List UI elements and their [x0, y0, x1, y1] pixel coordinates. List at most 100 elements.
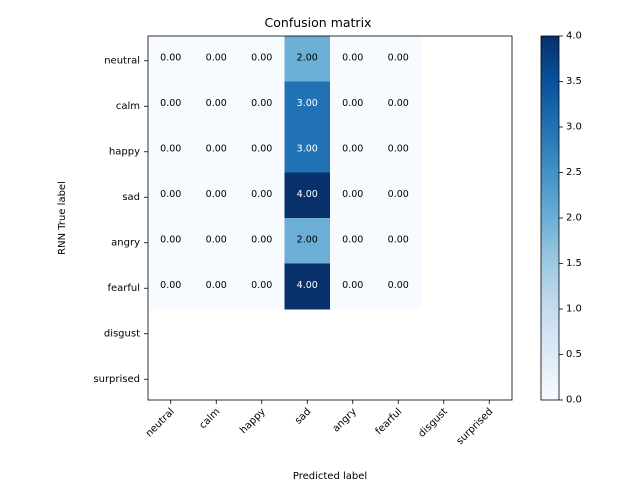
- cell-value-label: 0.00: [342, 98, 363, 109]
- heatmap-cell: [330, 127, 376, 173]
- x-tick-label: surprised: [455, 406, 496, 447]
- cell-value-label: 0.00: [206, 52, 227, 63]
- cell-value-label: 3.00: [297, 143, 318, 154]
- heatmap-cell: [239, 172, 285, 219]
- cell-value-label: 0.00: [251, 143, 272, 154]
- cell-value-label: 0.00: [160, 143, 181, 154]
- cell-value-label: 0.00: [206, 280, 227, 291]
- heatmap-cells: [148, 36, 422, 310]
- plot-frame: [147, 35, 513, 401]
- cell-value-label: 4.00: [297, 280, 318, 291]
- x-tick-label: angry: [331, 406, 359, 434]
- cell-value-label: 0.00: [160, 189, 181, 200]
- heatmap-cell: [375, 172, 422, 219]
- cell-value-label: 0.00: [388, 98, 409, 109]
- cell-value-label: 4.00: [297, 189, 318, 200]
- y-tick-label: calm: [116, 101, 140, 112]
- y-tick-label: disgust: [104, 328, 140, 339]
- heatmap-cell: [375, 81, 422, 128]
- heatmap-cell: [148, 263, 194, 310]
- heatmap-cell: [284, 218, 331, 264]
- y-tick-label: neutral: [104, 55, 140, 66]
- heatmap-cell: [148, 218, 194, 264]
- x-tick-label: calm: [198, 406, 223, 431]
- colorbar-tick-label: 3.0: [566, 122, 582, 133]
- y-tick-label: fearful: [107, 283, 140, 294]
- y-tick-label: happy: [109, 146, 140, 157]
- cell-value-label: 0.00: [251, 280, 272, 291]
- heatmap-cell: [284, 263, 331, 310]
- cell-value-label: 3.00: [297, 98, 318, 109]
- heatmap-cell: [148, 172, 194, 219]
- cell-value-label: 0.00: [388, 280, 409, 291]
- cell-value-labels: 0.00 0.00 0.00 2.00 0.00 0.00 0.00 0.00 0.00 3.00…: [160, 52, 409, 291]
- heatmap-cell: [148, 81, 194, 128]
- x-axis-label: Predicted label: [293, 471, 367, 480]
- heatmap-cell: [193, 263, 240, 310]
- x-tick-label: disgust: [417, 406, 450, 439]
- cell-value-label: 0.00: [388, 52, 409, 63]
- cell-value-label: 2.00: [297, 234, 318, 245]
- heatmap-cell: [375, 218, 422, 264]
- heatmap-cell: [330, 263, 376, 310]
- cell-value-label: 0.00: [342, 143, 363, 154]
- cell-value-label: 0.00: [342, 52, 363, 63]
- heatmap-cell: [239, 263, 285, 310]
- heatmap-cell: [193, 127, 240, 173]
- x-tick-label: sad: [293, 406, 313, 426]
- cell-value-label: 0.00: [342, 234, 363, 245]
- heatmap-cell: [284, 127, 331, 173]
- cell-value-label: 0.00: [251, 189, 272, 200]
- cell-value-label: 0.00: [206, 98, 227, 109]
- heatmap-cell: [375, 36, 422, 82]
- colorbar-tick-label: 0.0: [566, 395, 582, 406]
- y-tick-label: angry: [111, 237, 140, 248]
- cell-value-label: 0.00: [251, 52, 272, 63]
- x-tick-label: fearful: [374, 406, 405, 437]
- colorbar-tick-label: 1.0: [566, 304, 582, 315]
- colorbar-tick-label: 1.5: [566, 258, 582, 269]
- y-tick-labels: neutral calm happy sad angry fearful disgust su…: [93, 55, 148, 385]
- heatmap-cell: [239, 218, 285, 264]
- colorbar-tick-label: 4.0: [566, 31, 582, 42]
- cell-value-label: 0.00: [206, 143, 227, 154]
- colorbar-tick-label: 3.5: [566, 76, 582, 87]
- colorbar-tick-label: 2.5: [566, 167, 582, 178]
- heatmap-cell: [330, 36, 376, 82]
- y-tick-label: sad: [122, 192, 140, 203]
- heatmap-cell: [239, 127, 285, 173]
- cell-value-label: 0.00: [342, 189, 363, 200]
- heatmap-cell: [148, 36, 194, 82]
- heatmap-cell: [239, 36, 285, 82]
- y-tick-label: surprised: [93, 374, 140, 385]
- heatmap-cell: [284, 36, 331, 82]
- colorbar-tick-label: 0.5: [566, 349, 582, 360]
- cell-value-label: 0.00: [251, 98, 272, 109]
- cell-value-label: 0.00: [160, 98, 181, 109]
- cell-value-label: 0.00: [206, 234, 227, 245]
- colorbar-tick-label: 2.0: [566, 213, 582, 224]
- heatmap-cell: [284, 172, 331, 219]
- cell-value-label: 0.00: [160, 234, 181, 245]
- x-tick-label: happy: [238, 406, 268, 436]
- heatmap-cell: [239, 81, 285, 128]
- cell-value-label: 0.00: [388, 143, 409, 154]
- heatmap-cell: [284, 81, 331, 128]
- cell-value-label: 0.00: [206, 189, 227, 200]
- heatmap-cell: [193, 81, 240, 128]
- y-axis-label: RNN True label: [57, 181, 68, 255]
- heatmap-cell: [330, 172, 376, 219]
- heatmap-cell: [375, 263, 422, 310]
- heatmap-cell: [193, 172, 240, 219]
- chart-title: Confusion matrix: [265, 15, 372, 30]
- heatmap-cell: [193, 218, 240, 264]
- colorbar: [540, 35, 560, 401]
- heatmap-cell: [375, 127, 422, 173]
- cell-value-label: 0.00: [342, 280, 363, 291]
- heatmap-cell: [193, 36, 240, 82]
- cell-value-label: 0.00: [251, 234, 272, 245]
- x-tick-labels: neutral calm happy sad angry fearful disgust su…: [144, 400, 496, 447]
- cell-value-label: 0.00: [160, 52, 181, 63]
- heatmap-cell: [330, 81, 376, 128]
